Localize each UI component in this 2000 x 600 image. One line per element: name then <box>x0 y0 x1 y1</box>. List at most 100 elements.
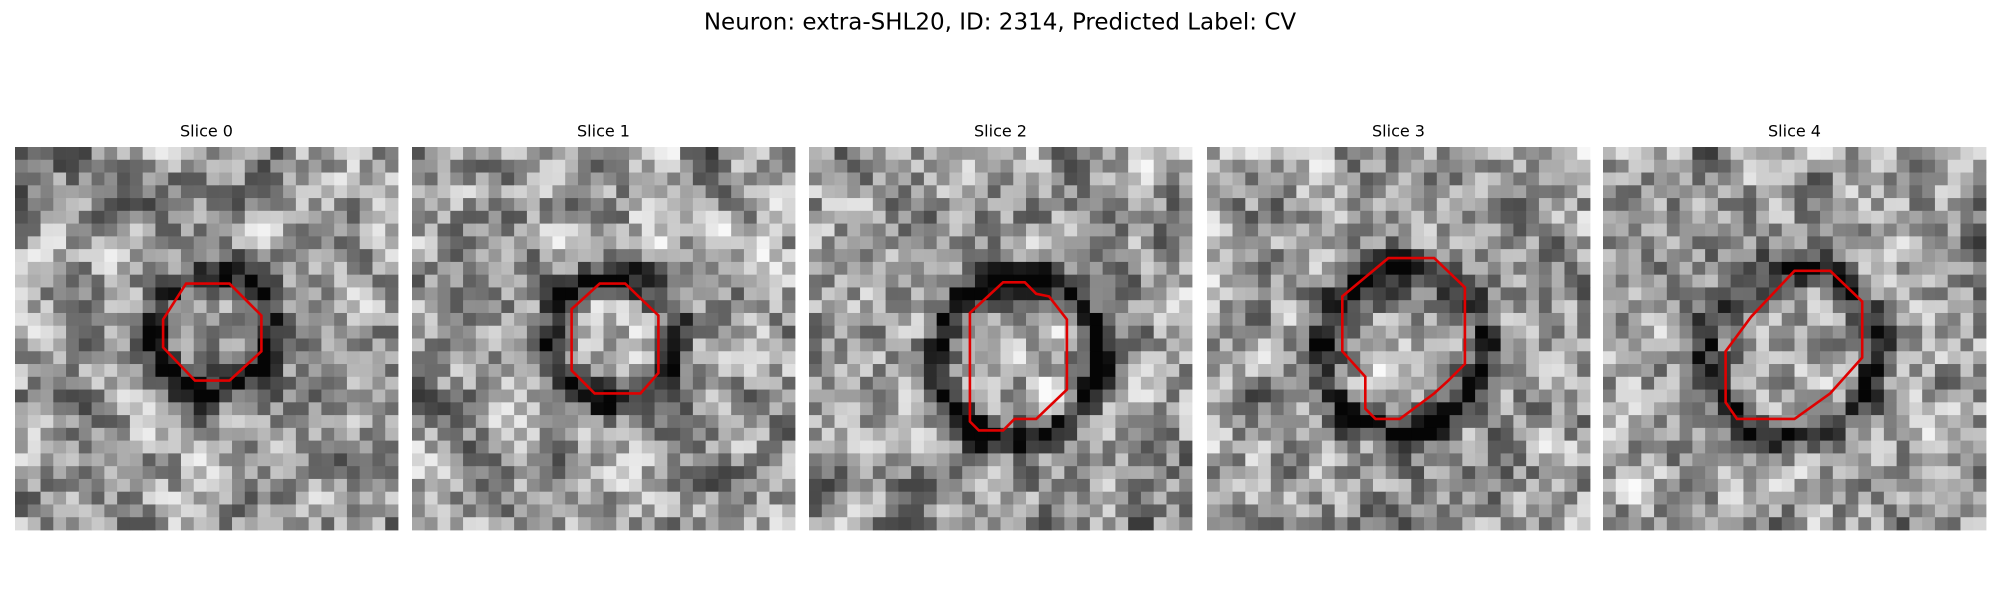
pixel <box>66 440 80 454</box>
pixel <box>1411 415 1425 429</box>
pixel <box>53 402 67 416</box>
pixel <box>1436 236 1450 250</box>
pixel <box>1896 236 1910 250</box>
pixel <box>1845 504 1859 518</box>
pixel <box>91 453 105 467</box>
pixel <box>1500 491 1514 505</box>
pixel <box>577 210 592 224</box>
pixel <box>244 466 258 480</box>
pixel <box>295 210 310 224</box>
pixel <box>1756 236 1770 250</box>
pixel <box>782 351 796 365</box>
pixel <box>680 198 694 212</box>
pixel <box>1449 172 1463 186</box>
pixel <box>911 147 925 161</box>
pixel <box>129 440 144 454</box>
pixel <box>372 402 386 416</box>
pixel <box>1934 312 1949 327</box>
contour <box>1724 269 1864 421</box>
pixel <box>155 376 169 390</box>
pixel <box>1077 427 1091 442</box>
pixel <box>1296 147 1310 161</box>
pixel <box>1436 402 1450 416</box>
pixel <box>1051 402 1065 416</box>
pixel <box>769 147 783 161</box>
pixel <box>168 415 182 429</box>
pixel <box>577 223 592 237</box>
pixel <box>1166 249 1180 263</box>
pixel <box>911 172 925 186</box>
pixel <box>1641 236 1655 250</box>
pixel <box>1768 287 1783 301</box>
pixel <box>1051 185 1065 199</box>
pixel <box>1296 185 1310 199</box>
pixel <box>1692 389 1706 403</box>
pixel <box>1283 364 1297 378</box>
pixel <box>680 287 694 301</box>
pixel <box>1321 261 1336 276</box>
pixel <box>667 325 681 339</box>
pixel <box>769 274 783 288</box>
pixel <box>1743 210 1757 224</box>
pixel <box>1102 351 1116 365</box>
pixel <box>872 351 886 365</box>
pixel <box>450 453 464 467</box>
pixel <box>974 249 989 263</box>
pixel <box>66 376 80 390</box>
pixel <box>1577 440 1591 454</box>
pixel <box>78 376 92 390</box>
pixel <box>872 504 886 518</box>
pixel <box>1487 415 1502 429</box>
pixel <box>1038 389 1052 403</box>
pixel <box>514 300 528 314</box>
pixel <box>1258 415 1272 429</box>
pixel <box>743 440 758 454</box>
pixel <box>27 312 41 327</box>
pixel <box>1232 198 1246 212</box>
pixel <box>1309 453 1323 467</box>
pixel <box>1628 427 1642 442</box>
pixel <box>232 249 246 263</box>
pixel <box>1411 427 1425 442</box>
pixel <box>1153 517 1167 531</box>
pixel <box>514 504 528 518</box>
pixel <box>15 147 29 161</box>
pixel <box>1883 312 1898 327</box>
pixel <box>526 210 541 224</box>
pixel <box>872 364 886 378</box>
pixel <box>654 402 668 416</box>
pixel <box>450 415 464 429</box>
pixel <box>1960 478 1974 493</box>
pixel <box>1166 478 1180 493</box>
pixel <box>1603 159 1617 173</box>
pixel <box>1526 466 1540 480</box>
pixel <box>1551 440 1565 454</box>
pixel <box>155 466 169 480</box>
pixel <box>539 159 553 173</box>
pixel <box>936 274 950 288</box>
pixel <box>1500 440 1514 454</box>
pixel <box>1692 185 1706 199</box>
pixel <box>1909 364 1923 378</box>
pixel <box>1179 147 1193 161</box>
pixel <box>1679 389 1693 403</box>
pixel <box>872 402 886 416</box>
pixel <box>809 415 823 429</box>
pixel <box>1115 274 1129 288</box>
pixel <box>731 223 745 237</box>
pixel <box>15 312 29 327</box>
pixel <box>885 504 899 518</box>
pixel <box>117 274 131 288</box>
pixel <box>782 338 796 352</box>
pixel <box>923 312 938 327</box>
pixel <box>1909 198 1923 212</box>
pixel <box>1128 466 1142 480</box>
pixel <box>91 504 105 518</box>
pixel <box>1781 287 1795 301</box>
pixel <box>1283 185 1297 199</box>
pixel <box>539 236 553 250</box>
pixel <box>488 223 502 237</box>
pixel <box>1038 249 1052 263</box>
pixel <box>526 287 541 301</box>
pixel <box>1628 210 1642 224</box>
